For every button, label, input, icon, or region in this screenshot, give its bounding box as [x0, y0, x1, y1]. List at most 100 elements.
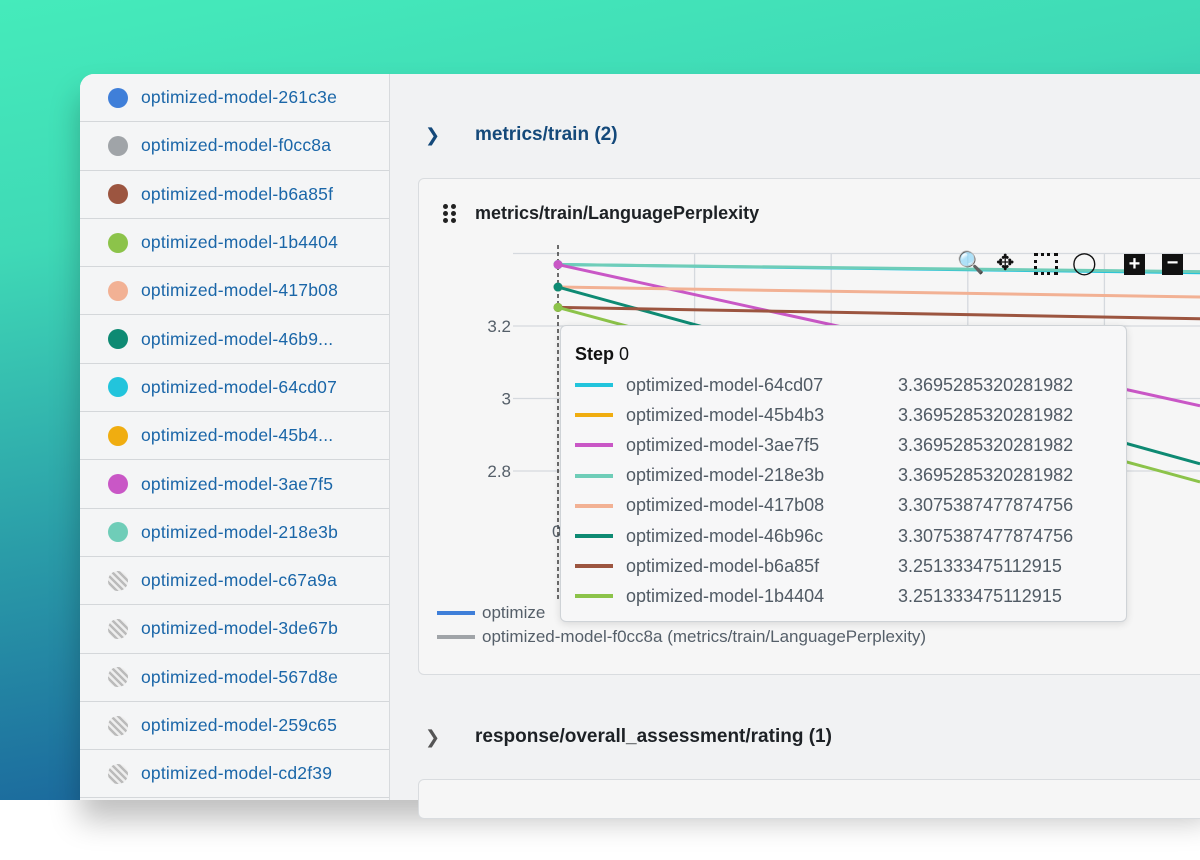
hover-tooltip: Step 0 optimized-model-64cd07 3.369528532…	[560, 325, 1127, 622]
run-list-item[interactable]: optimized-model-1b4404	[80, 219, 389, 268]
zoom-icon[interactable]: 🔍	[957, 250, 985, 275]
rating-chart-panel	[418, 779, 1200, 819]
run-list-item[interactable]: optimized-model-417b08	[80, 267, 389, 316]
series-swatch	[575, 473, 613, 478]
series-value: 3.251333475112915	[898, 585, 1062, 606]
run-name-link[interactable]: optimized-model-cd2f39	[141, 763, 333, 784]
run-color-dot-icon[interactable]	[108, 425, 128, 446]
run-list-item[interactable]: optimized-model-f0cc8a	[80, 122, 389, 171]
chevron-down-icon[interactable]: ❯	[425, 726, 441, 747]
series-line	[557, 305, 1200, 321]
chart-title-row: metrics/train/LanguagePerplexity	[443, 203, 759, 224]
run-name-link[interactable]: optimized-model-218e3b	[141, 521, 339, 542]
run-list-item[interactable]: optimized-model-c67a9a	[80, 557, 389, 606]
run-color-dot-icon[interactable]	[108, 87, 128, 108]
x-tick-label: 0	[552, 522, 561, 541]
series-name: optimized-model-46b96c	[626, 525, 824, 546]
series-value: 3.251333475112915	[898, 555, 1062, 576]
run-list-item[interactable]: optimized-model-45b4...	[80, 412, 389, 461]
chart-title: metrics/train/LanguagePerplexity	[475, 203, 760, 223]
run-name-link[interactable]: optimized-model-45b4...	[141, 425, 334, 446]
tooltip-header: Step 0	[575, 344, 629, 365]
run-name-link[interactable]: optimized-model-3de67b	[141, 618, 339, 639]
series-swatch	[575, 443, 613, 448]
step-label: Step	[575, 344, 615, 364]
run-color-dot-icon[interactable]	[108, 135, 128, 156]
run-name-link[interactable]: optimized-model-64cd07	[141, 376, 338, 397]
run-list-item[interactable]: optimized-model-3de67b	[80, 605, 389, 654]
legend-label: optimized-model-f0cc8a (metrics/train/La…	[482, 627, 927, 646]
series-swatch	[575, 503, 613, 508]
run-color-dot-icon[interactable]	[108, 280, 128, 301]
series-point	[553, 282, 563, 292]
run-list-sidebar: optimized-model-261c3e optimized-model-f0…	[80, 74, 390, 800]
hidden-run-icon[interactable]	[108, 667, 128, 688]
legend-swatch	[437, 635, 475, 639]
run-name-link[interactable]: optimized-model-567d8e	[141, 666, 339, 687]
run-name-link[interactable]: optimized-model-b6a85f	[141, 183, 334, 204]
run-name-link[interactable]: optimized-model-417b08	[141, 280, 339, 301]
series-value: 3.3695285320281982	[898, 465, 1074, 486]
series-name: optimized-model-3ae7f5	[626, 434, 820, 455]
run-name-link[interactable]: optimized-model-1b4404	[141, 232, 339, 253]
series-value: 3.3075387477874756	[898, 525, 1074, 546]
run-color-dot-icon[interactable]	[108, 474, 128, 495]
run-name-link[interactable]: optimized-model-f0cc8a	[141, 135, 332, 156]
tooltip-row: optimized-model-218e3b 3.3695285320281982	[575, 461, 1073, 491]
tooltip-row: optimized-model-45b4b3 3.3695285320281982	[575, 400, 1073, 430]
pan-icon[interactable]: ✥	[996, 250, 1015, 275]
chevron-down-icon[interactable]: ❯	[425, 124, 441, 145]
run-list-item[interactable]: optimized-model-218e3b	[80, 509, 389, 557]
hidden-run-icon[interactable]	[108, 570, 128, 591]
legend-label: optimize	[482, 603, 546, 622]
run-list-item[interactable]: optimized-model-3ae7f5	[80, 460, 389, 509]
section-title: response/overall_assessment/rating (1)	[475, 726, 832, 747]
run-list-item[interactable]: optimized-model-259c65	[80, 702, 389, 751]
section-header-response-rating[interactable]: ❯ response/overall_assessment/rating (1)	[425, 726, 832, 748]
hidden-run-icon[interactable]	[108, 763, 128, 784]
series-name: optimized-model-1b4404	[626, 585, 825, 606]
run-name-link[interactable]: optimized-model-c67a9a	[141, 570, 338, 591]
series-name: optimized-model-b6a85f	[626, 555, 820, 576]
series-line	[557, 263, 1200, 274]
series-swatch	[575, 383, 613, 387]
run-list-item[interactable]: optimized-model-64cd07	[80, 364, 389, 413]
series-name: optimized-model-45b4b3	[626, 404, 825, 425]
run-list-item[interactable]: optimized-model-261c3e	[80, 74, 389, 123]
run-color-dot-icon[interactable]	[108, 329, 128, 350]
series-swatch	[575, 564, 613, 569]
legend-item[interactable]: optimize	[437, 603, 545, 623]
hidden-run-icon[interactable]	[108, 618, 128, 639]
y-tick-label: 3	[502, 390, 511, 409]
drag-handle-icon[interactable]	[443, 204, 457, 223]
hidden-run-icon[interactable]	[108, 715, 128, 736]
run-color-dot-icon[interactable]	[108, 377, 128, 398]
series-value: 3.3695285320281982	[898, 434, 1074, 455]
series-name: optimized-model-218e3b	[626, 465, 825, 486]
run-color-dot-icon[interactable]	[108, 522, 128, 543]
series-swatch	[575, 413, 613, 418]
run-list-item[interactable]: optimized-model-cd2f39	[80, 750, 389, 799]
box-select-icon[interactable]	[1034, 253, 1058, 275]
run-color-dot-icon[interactable]	[108, 184, 128, 205]
lasso-icon[interactable]: ◯	[1072, 250, 1097, 275]
series-swatch	[575, 534, 613, 538]
run-list-item[interactable]: optimized-model-46b9...	[80, 315, 389, 364]
section-header-metrics-train[interactable]: ❯ metrics/train (2)	[425, 124, 618, 146]
zoom-out-icon[interactable]: −	[1162, 253, 1183, 275]
run-name-link[interactable]: optimized-model-46b9...	[141, 328, 334, 349]
run-list-item[interactable]: optimized-model-b6a85f	[80, 171, 389, 219]
legend-item[interactable]: optimized-model-f0cc8a (metrics/train/La…	[437, 627, 926, 647]
run-name-link[interactable]: optimized-model-3ae7f5	[141, 473, 334, 494]
run-list-item[interactable]: optimized-model-567d8e	[80, 654, 389, 702]
run-color-dot-icon[interactable]	[108, 232, 128, 253]
series-value: 3.3695285320281982	[898, 404, 1074, 425]
zoom-in-icon[interactable]: +	[1124, 254, 1145, 275]
step-value: 0	[619, 344, 630, 364]
run-name-link[interactable]: optimized-model-259c65	[141, 715, 338, 735]
section-title: metrics/train (2)	[475, 124, 618, 145]
series-line	[557, 285, 1200, 299]
run-name-link[interactable]: optimized-model-261c3e	[141, 87, 338, 108]
series-value: 3.3075387477874756	[898, 495, 1074, 516]
tooltip-row: optimized-model-46b96c 3.3075387477874756	[575, 521, 1073, 551]
